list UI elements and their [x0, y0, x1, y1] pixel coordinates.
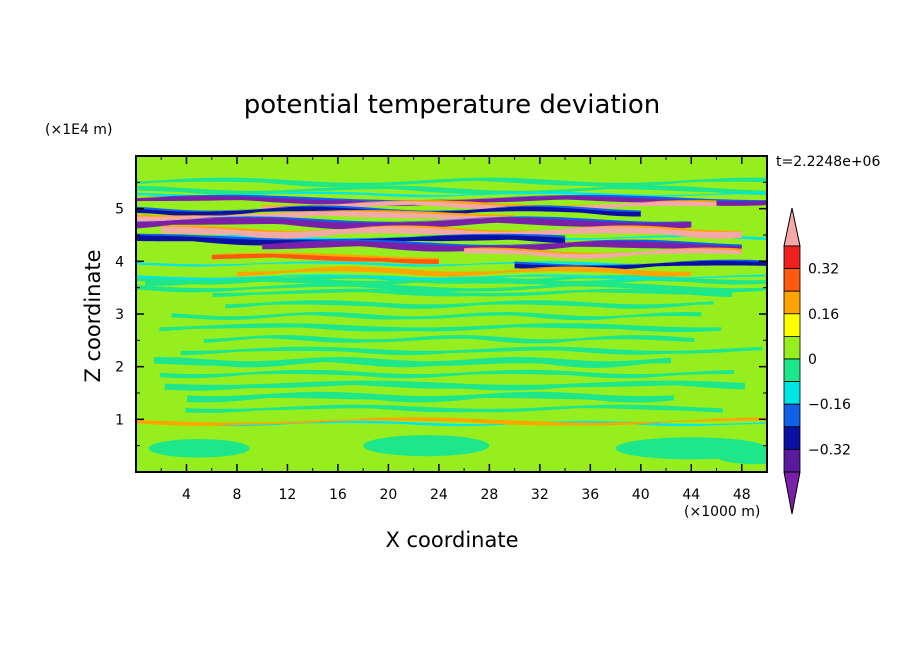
field-band — [262, 240, 742, 253]
x-unit-label: (×1000 m) — [684, 504, 760, 520]
field-band-edge — [161, 225, 742, 232]
field-band-edge — [237, 266, 692, 273]
y-unit-label: (×1E4 m) — [45, 122, 112, 138]
field-band-edge — [514, 259, 767, 267]
field-contour — [171, 312, 702, 321]
x-tick-label: 36 — [581, 487, 599, 503]
field-band — [161, 226, 742, 239]
field-contour — [187, 391, 674, 403]
field-band-edge — [136, 216, 692, 223]
x-axis-label: X coordinate — [385, 528, 518, 552]
colorbar-tick-label: 0 — [808, 352, 817, 368]
field-band-edge — [136, 210, 515, 217]
field-contour — [153, 357, 672, 368]
field-band-edge — [136, 417, 767, 424]
x-tick-label: 16 — [329, 487, 347, 503]
field-band — [136, 418, 767, 426]
y-tick-label: 2 — [115, 360, 124, 376]
chart-title: potential temperature deviation — [244, 90, 660, 120]
x-tick-label: 32 — [531, 487, 549, 503]
y-tick-label: 4 — [115, 254, 124, 270]
colorbar-segment — [783, 448, 801, 473]
colorbar-segment — [783, 313, 801, 337]
x-tick-label: 48 — [733, 487, 751, 503]
colorbar-segment — [783, 381, 801, 405]
plot-field — [136, 156, 767, 472]
field-contour — [159, 369, 734, 379]
colorbar: 0.32 0.16 0 −0.16 −0.32 — [783, 207, 851, 515]
field-contour — [136, 282, 767, 293]
field-band — [262, 200, 717, 212]
y-tick-label: 5 — [115, 202, 124, 218]
field-band-edge — [211, 252, 439, 260]
field-contour — [136, 420, 767, 427]
x-tick-label: 12 — [279, 487, 297, 503]
field-contour — [136, 274, 767, 280]
y-tick-label: 3 — [115, 307, 124, 323]
field-contour — [716, 448, 767, 465]
colorbar-segment — [783, 290, 801, 315]
colorbar-segment — [783, 268, 801, 292]
field-contour — [159, 323, 722, 333]
field-contour — [180, 346, 763, 356]
field-band — [237, 267, 692, 277]
field-band-edge — [136, 194, 767, 202]
field-band — [136, 217, 692, 230]
field-band-edge — [136, 233, 566, 241]
colorbar-tick-label: −0.16 — [808, 397, 851, 413]
field-contour — [148, 439, 250, 458]
x-tick-label: 8 — [232, 487, 241, 503]
colorbar-segment — [783, 245, 801, 270]
field-contour — [185, 404, 723, 413]
field-band-edge — [262, 239, 742, 247]
field-contour — [203, 335, 695, 344]
field-contour — [225, 300, 714, 309]
x-tick-label: 4 — [182, 487, 191, 503]
x-tick-label: 44 — [682, 487, 700, 503]
time-label: t=2.2248e+06 — [776, 154, 880, 170]
colorbar-tick-label: −0.32 — [808, 442, 851, 458]
x-tick-label: 20 — [379, 487, 397, 503]
colorbar-segment — [783, 358, 801, 383]
field-contour — [212, 288, 732, 297]
field-contour — [136, 177, 767, 187]
field-band — [211, 253, 439, 264]
colorbar-segment — [783, 426, 801, 450]
y-axis: 1 2 3 4 5 — [115, 181, 767, 447]
colorbar-tick-label: 0.16 — [808, 307, 839, 323]
x-tick-label: 40 — [632, 487, 650, 503]
colorbar-segment — [783, 403, 801, 428]
y-tick-label: 1 — [115, 412, 124, 428]
y-axis-label: Z coordinate — [81, 249, 105, 382]
field-band-edge — [262, 200, 717, 207]
x-tick-label: 28 — [480, 487, 498, 503]
field-contour — [363, 435, 490, 457]
x-tick-label: 24 — [430, 487, 448, 503]
colorbar-extend-top — [783, 207, 801, 247]
field-contour — [164, 380, 745, 391]
field-contour — [136, 185, 767, 195]
colorbar-extend-bottom — [783, 471, 801, 515]
colorbar-tick-label: 0.32 — [808, 262, 839, 278]
colorbar-segment — [783, 335, 801, 360]
field-band-edge — [464, 247, 742, 255]
x-axis: 4 8 12 16 20 24 28 32 36 40 44 48 — [160, 156, 751, 503]
